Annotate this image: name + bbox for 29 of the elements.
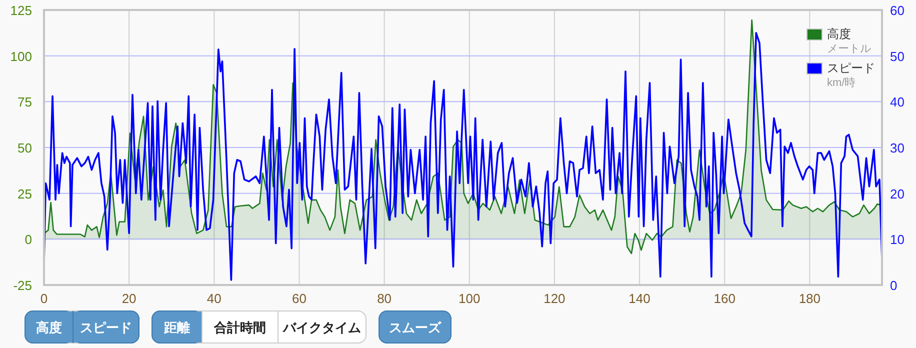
- x-tick-label: 100: [458, 291, 480, 306]
- y2-tick-label: 0: [890, 278, 898, 293]
- y-tick-label: 0: [24, 232, 32, 248]
- y2-tick-label: 50: [890, 48, 904, 64]
- y-tick-label: 100: [10, 48, 32, 64]
- x-tick-label: 60: [292, 291, 306, 306]
- x-tick-label: 140: [628, 291, 650, 306]
- legend-label: スピードkm/時: [827, 61, 875, 89]
- y-tick-label: 50: [18, 140, 32, 156]
- x-tick-label: 0: [40, 291, 48, 306]
- x-tick-label: 120: [544, 291, 566, 306]
- legend-label: 高度メートル: [827, 27, 871, 55]
- y2-tick-label: 40: [890, 94, 904, 110]
- x-tick-label: 160: [714, 291, 736, 306]
- x-tick-label: 20: [122, 291, 136, 306]
- button-group: 高度 スピード: [24, 310, 140, 344]
- y-tick-label: 75: [18, 94, 32, 110]
- button-group: スムーズ: [378, 310, 452, 344]
- x-tick-label: 80: [377, 291, 392, 306]
- y-tick-label: -25: [13, 278, 32, 293]
- x-tick-label: 40: [206, 291, 222, 306]
- y-tick-label: 25: [18, 186, 32, 202]
- y2-tick-label: 10: [890, 232, 904, 248]
- x-tick-label: 180: [798, 291, 821, 306]
- y2-tick-label: 60: [890, 3, 904, 18]
- button-group: 距離 合計時間 バイクタイム: [152, 310, 366, 344]
- y2-tick-label: 20: [890, 186, 904, 202]
- y2-tick-label: 30: [890, 140, 904, 156]
- y-tick-label: 125: [10, 3, 32, 18]
